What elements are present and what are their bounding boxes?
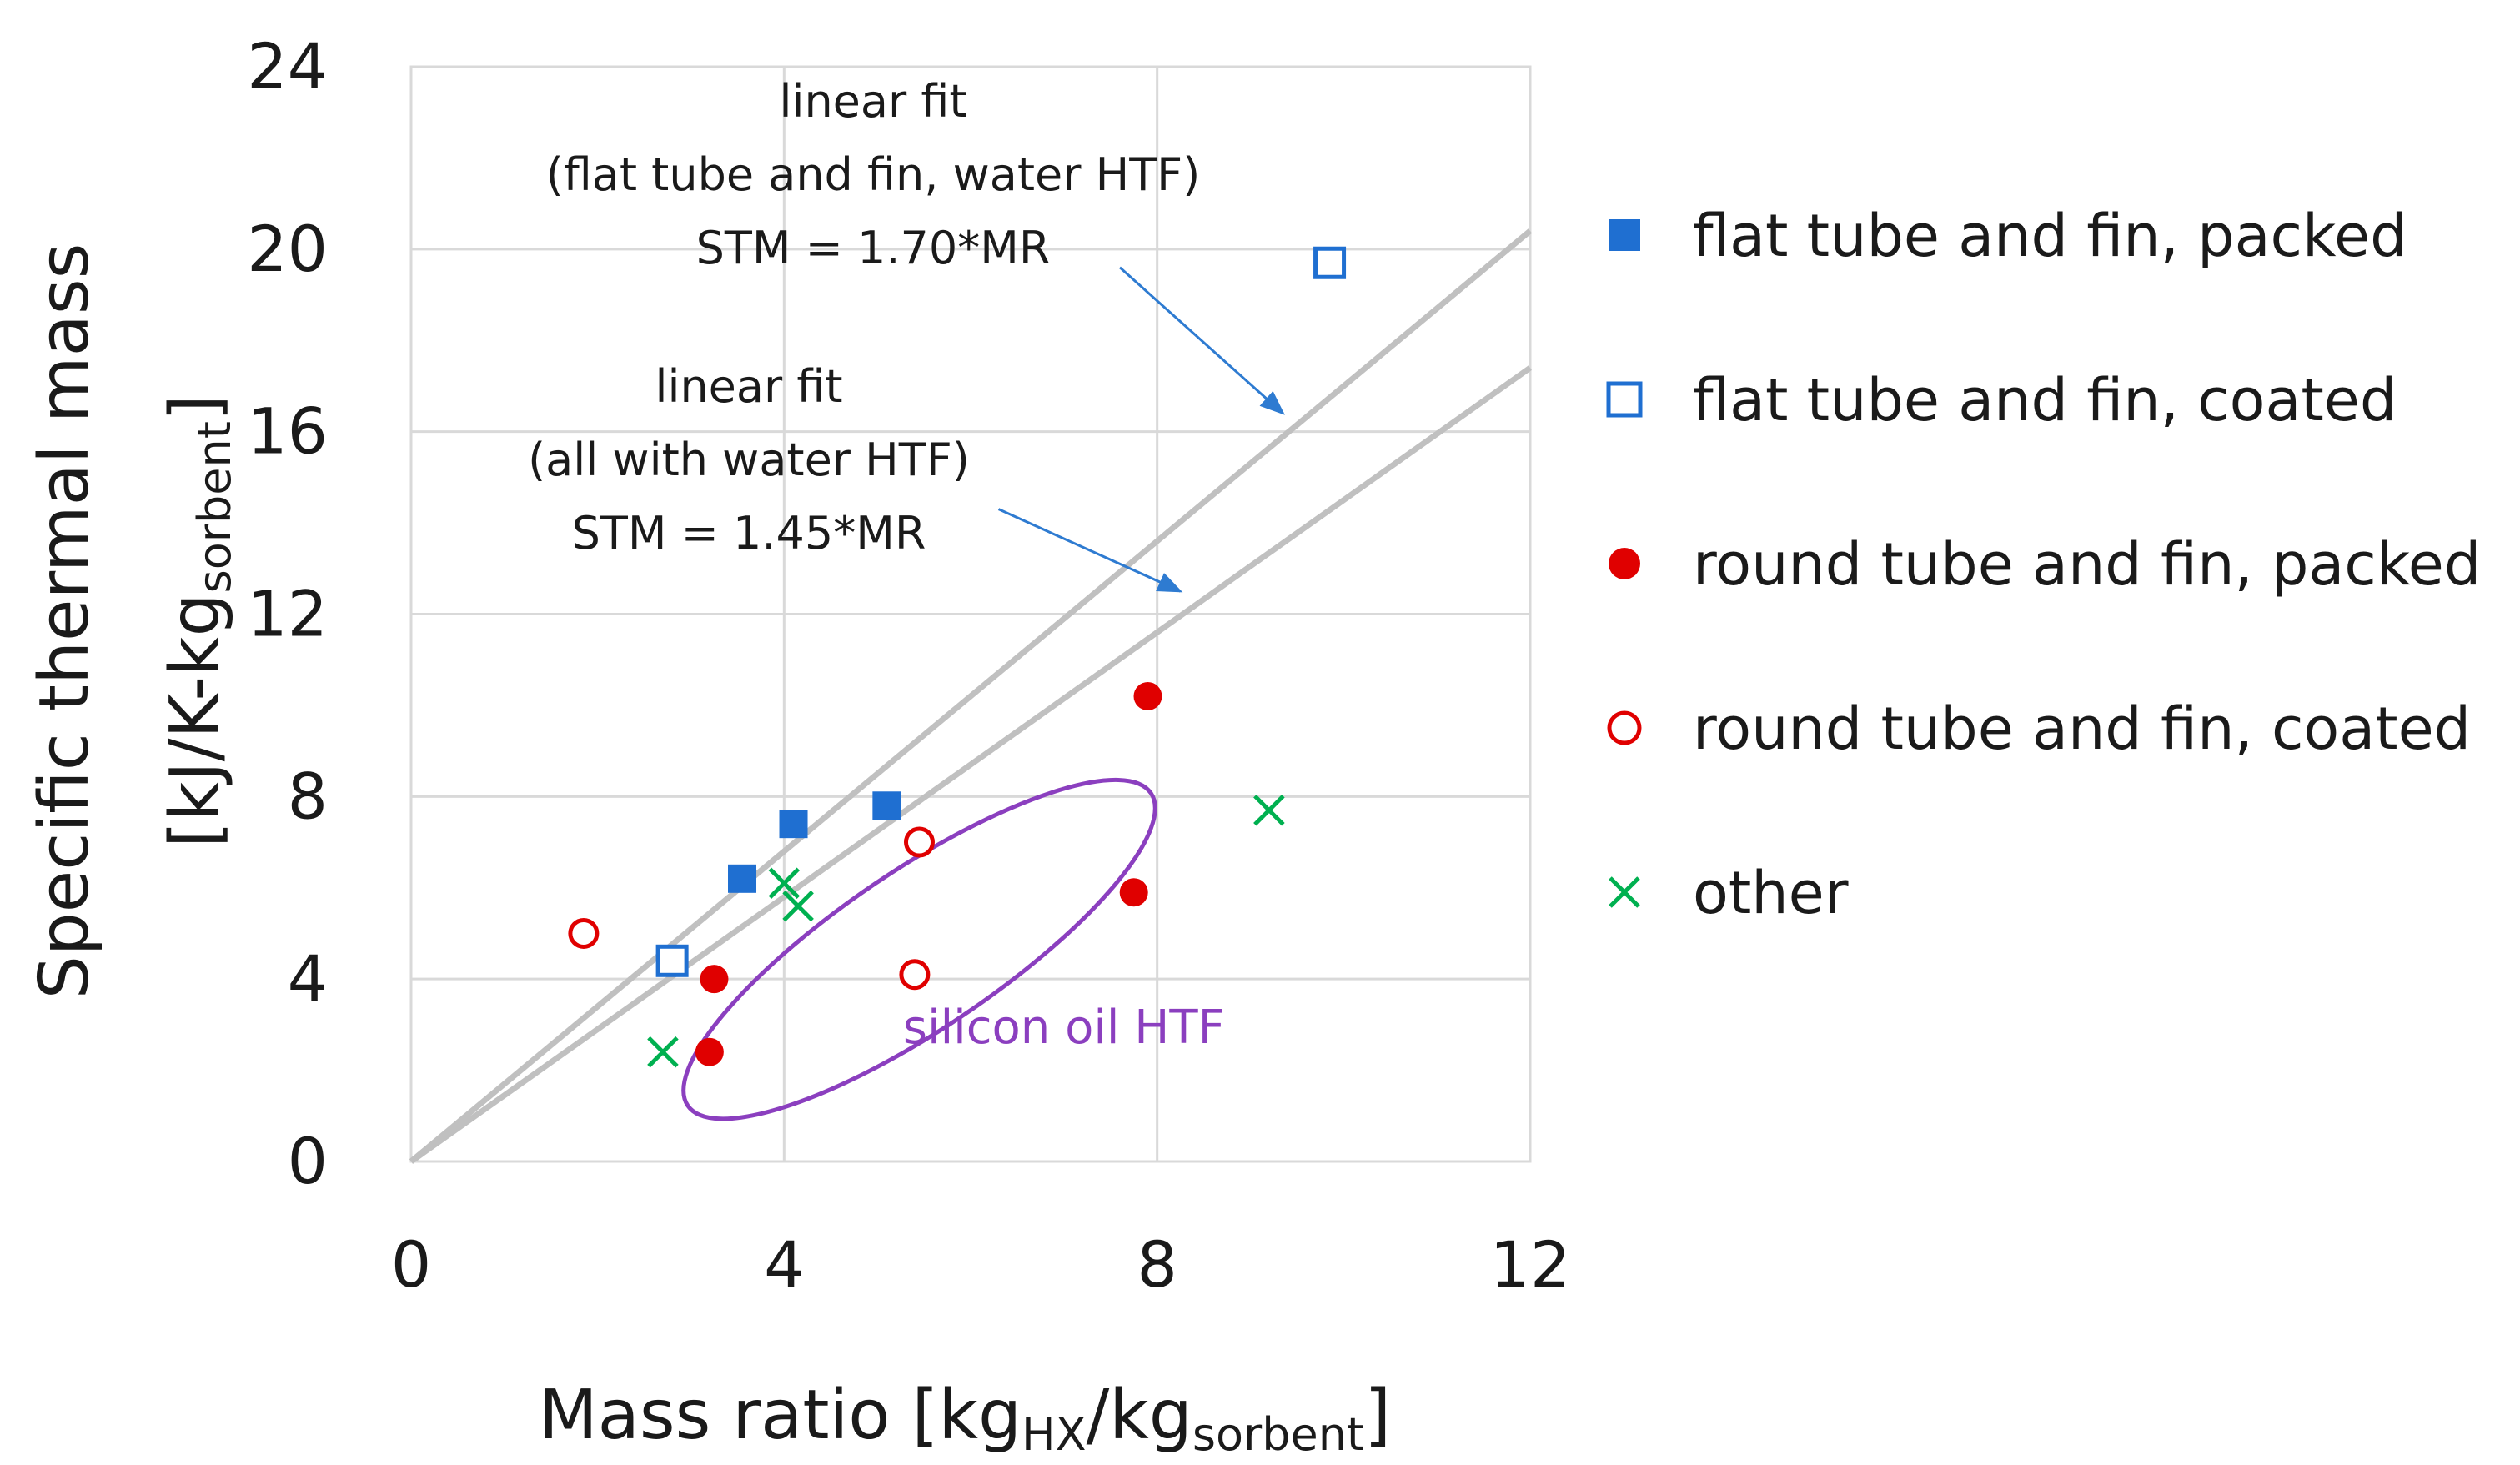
marker-open-circle [568, 917, 600, 949]
marker-filled-square [1609, 219, 1640, 251]
marker-open-square [655, 944, 689, 977]
marker-filled-circle [1119, 878, 1148, 907]
marker-x-stroke [768, 867, 801, 900]
x-tick-label: 8 [1137, 1227, 1177, 1302]
marker-open-circle [1607, 710, 1642, 745]
y-tick-label: 4 [288, 941, 328, 1016]
annotations: linear fit (flat tube and fin, water HTF)… [528, 75, 1285, 593]
marker-x [647, 1036, 679, 1068]
legend-label: other [1693, 859, 1849, 927]
annotation-text: linear fit [655, 360, 842, 413]
marker-filled-square [872, 791, 901, 820]
y-tick-label: 20 [247, 212, 328, 286]
fit-lines [409, 228, 1533, 1164]
legend-label: flat tube and fin, coated [1693, 366, 2397, 434]
marker-x-stroke [782, 890, 814, 922]
annotation-text: STM = 1.70*MR [696, 222, 1051, 274]
marker-open-square [1313, 246, 1347, 279]
marker-x-stroke [1609, 876, 1640, 908]
marker-x [768, 867, 801, 900]
legend-label: flat tube and fin, packed [1693, 202, 2407, 270]
marker-x [782, 890, 814, 922]
data-points [568, 246, 1347, 1068]
y-tick-label: 8 [288, 759, 328, 833]
plot-frame [409, 65, 1532, 1163]
marker-filled-circle [1609, 548, 1640, 579]
marker-filled-square [728, 864, 757, 893]
annotation-text: STM = 1.45*MR [572, 507, 926, 559]
marker-open-square [1606, 381, 1643, 418]
marker-filled-circle [700, 965, 729, 994]
highlight-label: silicon oil HTF [903, 1001, 1225, 1055]
grid-lines [409, 65, 1532, 1163]
silicon-oil-highlight: silicon oil HTF [681, 777, 1225, 1121]
linear-fit-line [409, 228, 1533, 1164]
marker-filled-circle [695, 1037, 724, 1066]
x-tick-label: 4 [764, 1227, 804, 1302]
marker-filled-circle [1133, 681, 1162, 710]
marker-open-circle [903, 826, 935, 858]
y-tick-label: 24 [247, 29, 328, 103]
y-tick-label: 12 [247, 577, 328, 651]
marker-x-stroke [1253, 794, 1285, 826]
marker-x-stroke [647, 1036, 679, 1068]
y-tick-label: 0 [288, 1124, 328, 1198]
marker-x [1609, 876, 1640, 908]
legend-label: round tube and fin, packed [1693, 530, 2481, 599]
annotation-text: (all with water HTF) [528, 434, 970, 486]
tick-labels: 0 4 8 12 16 20 24 0 4 8 12 [247, 29, 1570, 1302]
y-axis-label-line2: [kJ/K-kgsorbent] [156, 394, 241, 848]
x-tick-label: 0 [391, 1227, 431, 1302]
annotation-arrow [1118, 266, 1285, 415]
y-axis-label-line1: Specific thermal mass [25, 243, 104, 1000]
x-axis-label: Mass ratio [kgHX/kgsorbent] [539, 1376, 1391, 1461]
highlight-ellipse [681, 777, 1157, 1121]
legend: flat tube and fin, packed flat tube and f… [1606, 202, 2481, 927]
annotation-arrow [997, 508, 1183, 593]
marker-open-circle [899, 959, 931, 991]
legend-label: round tube and fin, coated [1693, 695, 2471, 763]
linear-fit-line [409, 365, 1533, 1164]
x-tick-label: 12 [1490, 1227, 1571, 1302]
marker-filled-square [779, 810, 808, 839]
marker-x [1253, 794, 1285, 826]
y-tick-label: 16 [247, 394, 328, 469]
annotation-text: (flat tube and fin, water HTF) [546, 148, 1201, 201]
annotation-text: linear fit [779, 75, 966, 128]
axis-titles: Mass ratio [kgHX/kgsorbent] Specific the… [25, 243, 1391, 1461]
